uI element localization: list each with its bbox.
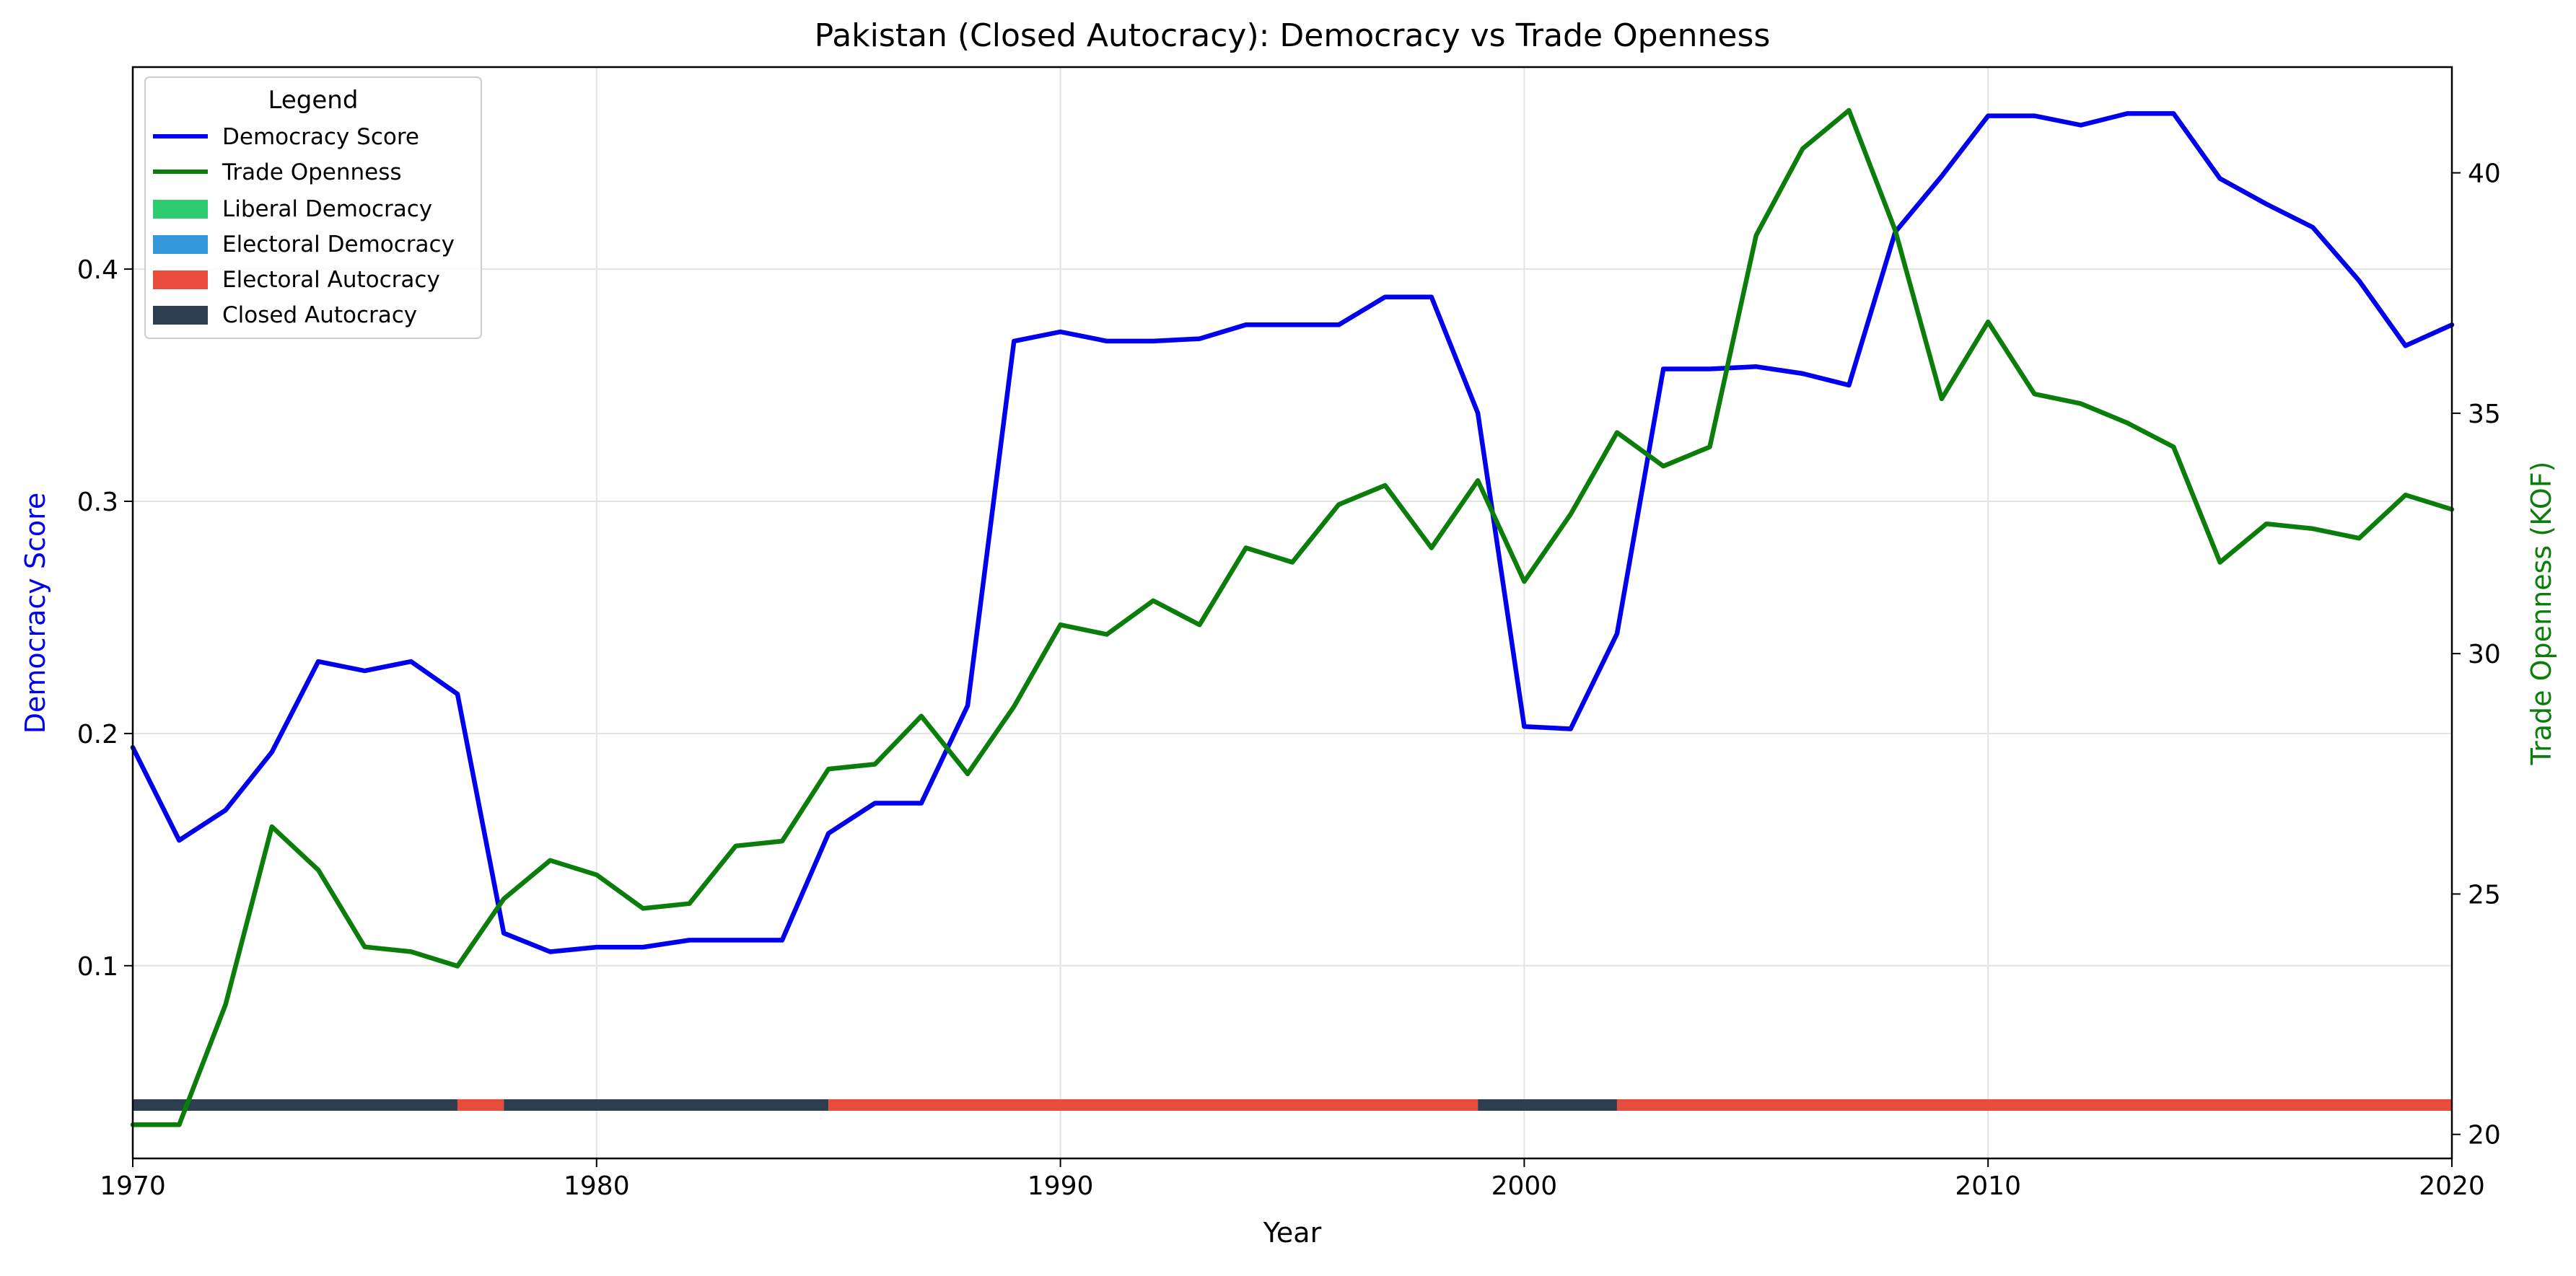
legend-swatch-liberal-democracy <box>153 200 208 219</box>
legend-title: Legend <box>268 86 359 115</box>
series-lines <box>130 107 2455 1127</box>
y-axis-left-label: Democracy Score <box>19 493 51 734</box>
legend-label-trade: Trade Openness <box>222 159 402 185</box>
regime-segment-electoral-autocracy <box>828 1099 1478 1111</box>
x-axis-label: Year <box>1263 1217 1322 1249</box>
y-left-tick-label: 0.1 <box>77 952 118 982</box>
y-right-tick-label: 30 <box>2468 640 2501 669</box>
x-tick-label: 1970 <box>100 1171 166 1201</box>
trade-openness-line <box>130 107 2455 1127</box>
y-left-tick-label: 0.3 <box>77 488 118 517</box>
y-left-tick-label: 0.4 <box>77 255 118 285</box>
legend-label-electoral-autocracy: Electoral Autocracy <box>222 267 440 293</box>
y-right-tick-label: 40 <box>2468 159 2501 189</box>
legend-label-liberal-democracy: Liberal Democracy <box>222 196 432 222</box>
x-tick-label: 2020 <box>2419 1171 2485 1201</box>
regime-segment-electoral-autocracy <box>457 1099 504 1111</box>
y-right-tick-label: 25 <box>2468 880 2501 910</box>
legend-swatch-electoral-democracy <box>153 235 208 254</box>
y-axis-right-label: Trade Openness (KOF) <box>2525 461 2557 765</box>
regime-segment-electoral-autocracy <box>1616 1099 2452 1111</box>
legend: Legend Democracy Score Trade Openness Li… <box>144 76 482 339</box>
regime-segment-closed-autocracy <box>133 1099 457 1111</box>
legend-label-electoral-democracy: Electoral Democracy <box>222 232 455 258</box>
regime-segment-closed-autocracy <box>504 1099 829 1111</box>
democracy-score-line <box>130 111 2455 954</box>
chart-title: Pakistan (Closed Autocracy): Democracy v… <box>815 17 1771 54</box>
grid-lines <box>132 67 2453 1158</box>
y-right-tick-label: 35 <box>2468 400 2501 429</box>
x-tick-label: 1980 <box>564 1171 630 1201</box>
legend-swatch-closed-autocracy <box>153 306 208 325</box>
axes: 1970 1980 1990 2000 2010 2020 0.1 0.2 0.3 0.4 20 25… <box>77 159 2501 1201</box>
y-left-tick-label: 0.2 <box>77 720 118 749</box>
legend-box <box>144 76 482 339</box>
x-tick-label: 2000 <box>1491 1171 1558 1201</box>
legend-swatch-electoral-autocracy <box>153 270 208 289</box>
regime-bar <box>133 1099 2452 1111</box>
y-right-tick-label: 20 <box>2468 1121 2501 1150</box>
legend-label-closed-autocracy: Closed Autocracy <box>222 302 417 328</box>
regime-segment-closed-autocracy <box>1478 1099 1617 1111</box>
x-tick-label: 1990 <box>1028 1171 1094 1201</box>
legend-label-democracy: Democracy Score <box>222 124 419 150</box>
x-tick-label: 2010 <box>1955 1171 2021 1201</box>
plot-frame <box>131 66 2453 1160</box>
